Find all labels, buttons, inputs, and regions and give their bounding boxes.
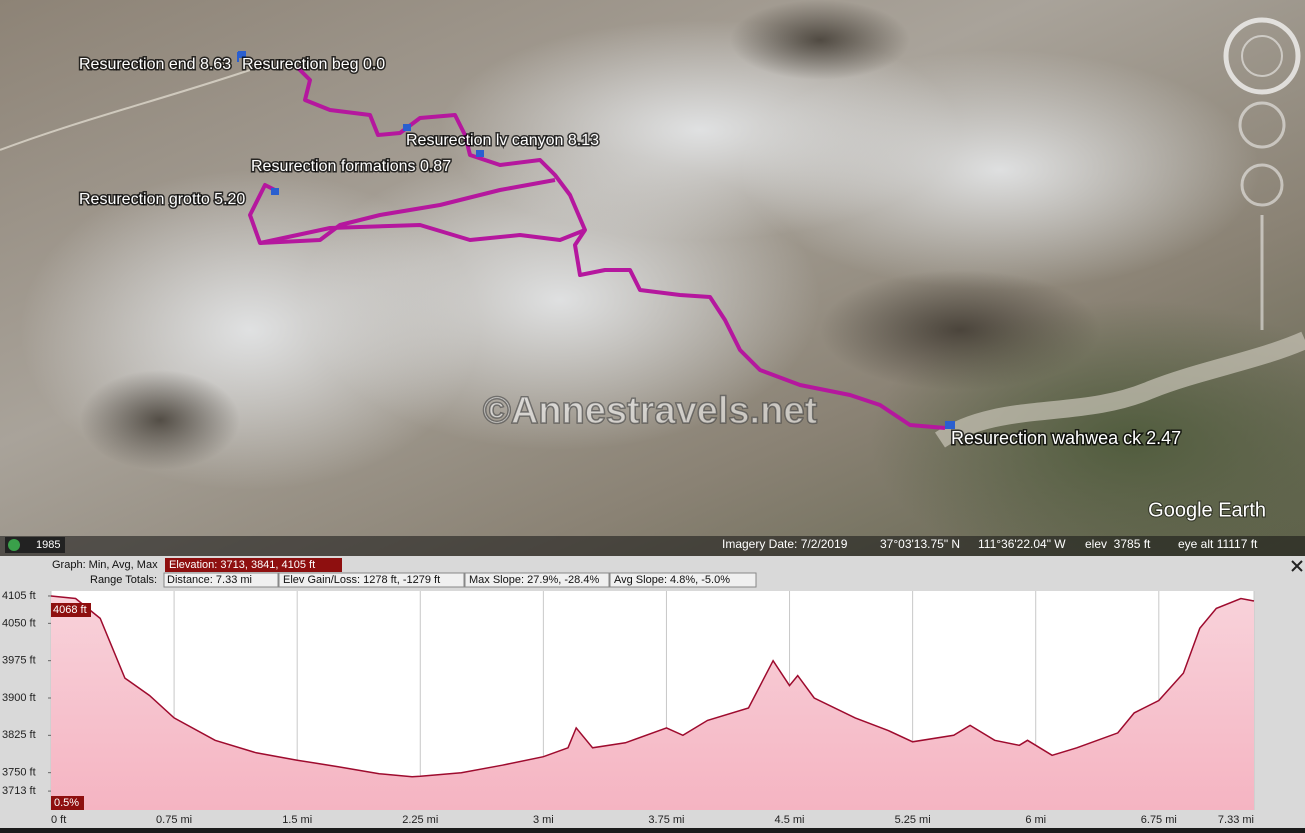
- avg-slope: Avg Slope: 4.8%, -5.0%: [614, 574, 730, 586]
- x-tick-label: 4.5 mi: [775, 814, 805, 826]
- waypoint-label[interactable]: Resurection grotto 5.20: [78, 190, 247, 210]
- y-tick-label: 4105 ft: [2, 590, 36, 602]
- waypoint-flags: [237, 51, 955, 429]
- y-tick-label: 4050 ft: [2, 617, 36, 629]
- watermark: ©Annestravels.net: [483, 390, 818, 432]
- waypoint-label[interactable]: Resurection wahwea ck 2.47: [950, 426, 1183, 449]
- map[interactable]: Resurection end 8.63 Resurection beg 0.0…: [0, 0, 1305, 580]
- y-tick-label: 3900 ft: [2, 692, 36, 704]
- imagery-date: Imagery Date: 7/2/2019: [722, 537, 848, 551]
- year: 1985: [36, 539, 60, 551]
- max-slope-box: [464, 572, 610, 588]
- graph-label: Graph: Min, Avg, Max: [52, 559, 158, 571]
- compass[interactable]: [1223, 17, 1301, 95]
- max-slope: Max Slope: 27.9%, -28.4%: [469, 574, 599, 586]
- elevation-summary: Elevation: 3713, 3841, 4105 ft: [169, 559, 315, 571]
- cursor-slope: 0.5%: [54, 797, 79, 809]
- trail: [248, 66, 946, 430]
- x-tick-label: 1.5 mi: [282, 814, 312, 826]
- waypoint-label[interactable]: Resurection formations 0.87: [250, 157, 453, 177]
- elevation-profile: 0 ft 0.75 mi 1.5 mi 2.25 mi 3 mi 3.75 mi 4.5 m…: [2, 590, 1255, 826]
- cursor-slope-box: [51, 796, 84, 810]
- river: [935, 331, 1305, 448]
- x-tick-label: 2.25 mi: [402, 814, 438, 826]
- x-tick-label: 6 mi: [1025, 814, 1046, 826]
- nav-controls[interactable]: [1238, 101, 1286, 330]
- elevation-box[interactable]: [165, 558, 342, 572]
- distance-box: [163, 572, 279, 588]
- road: [0, 69, 251, 151]
- terrain: [730, 0, 910, 80]
- x-tick-label: 3.75 mi: [648, 814, 684, 826]
- elevation-area: [51, 596, 1254, 810]
- x-tick-label: 0 ft: [51, 814, 66, 826]
- y-tick-label: 3713 ft: [2, 785, 36, 797]
- distance: Distance: 7.33 mi: [167, 574, 252, 586]
- cursor-elevation: 4068 ft: [53, 604, 87, 616]
- x-tick-label: 6.75 mi: [1141, 814, 1177, 826]
- range-label: Range Totals:: [90, 574, 157, 586]
- latitude: 37°03'13.75" N: [880, 537, 960, 551]
- x-tick-label: 3 mi: [533, 814, 554, 826]
- cursor-elevation-box: [51, 603, 91, 617]
- y-tick-label: 3750 ft: [2, 767, 36, 779]
- terrain: [80, 370, 240, 470]
- elevation-line: [50, 595, 1255, 778]
- historical-icon[interactable]: [8, 539, 20, 551]
- elevation: elev 3785 ft: [1085, 537, 1151, 551]
- waypoint-label[interactable]: Resurection end 8.63: [78, 55, 233, 75]
- y-tick-label: 3975 ft: [2, 655, 36, 667]
- close-button[interactable]: [1291, 560, 1303, 572]
- y-tick-label: 3825 ft: [2, 729, 36, 741]
- elev-gain-loss: Elev Gain/Loss: 1278 ft, -1279 ft: [283, 574, 440, 586]
- waypoint-label[interactable]: Resurection beg 0.0: [241, 55, 387, 75]
- terrain: [740, 50, 1260, 290]
- gain-box: [278, 572, 465, 588]
- logo: Google Earth: [1148, 499, 1266, 521]
- historical-imagery[interactable]: [5, 537, 65, 553]
- eye-altitude: eye alt 11117 ft: [1178, 537, 1258, 551]
- x-tick-label: 5.25 mi: [895, 814, 931, 826]
- x-tick-label: 7.33 mi: [1218, 814, 1254, 826]
- x-tick-label: 0.75 mi: [156, 814, 192, 826]
- waypoint-label[interactable]: Resurection lv canyon 8.13: [405, 131, 601, 151]
- longitude: 111°36'22.04" W: [978, 537, 1066, 551]
- status-bar: [0, 536, 1305, 556]
- avg-slope-box: [609, 572, 757, 588]
